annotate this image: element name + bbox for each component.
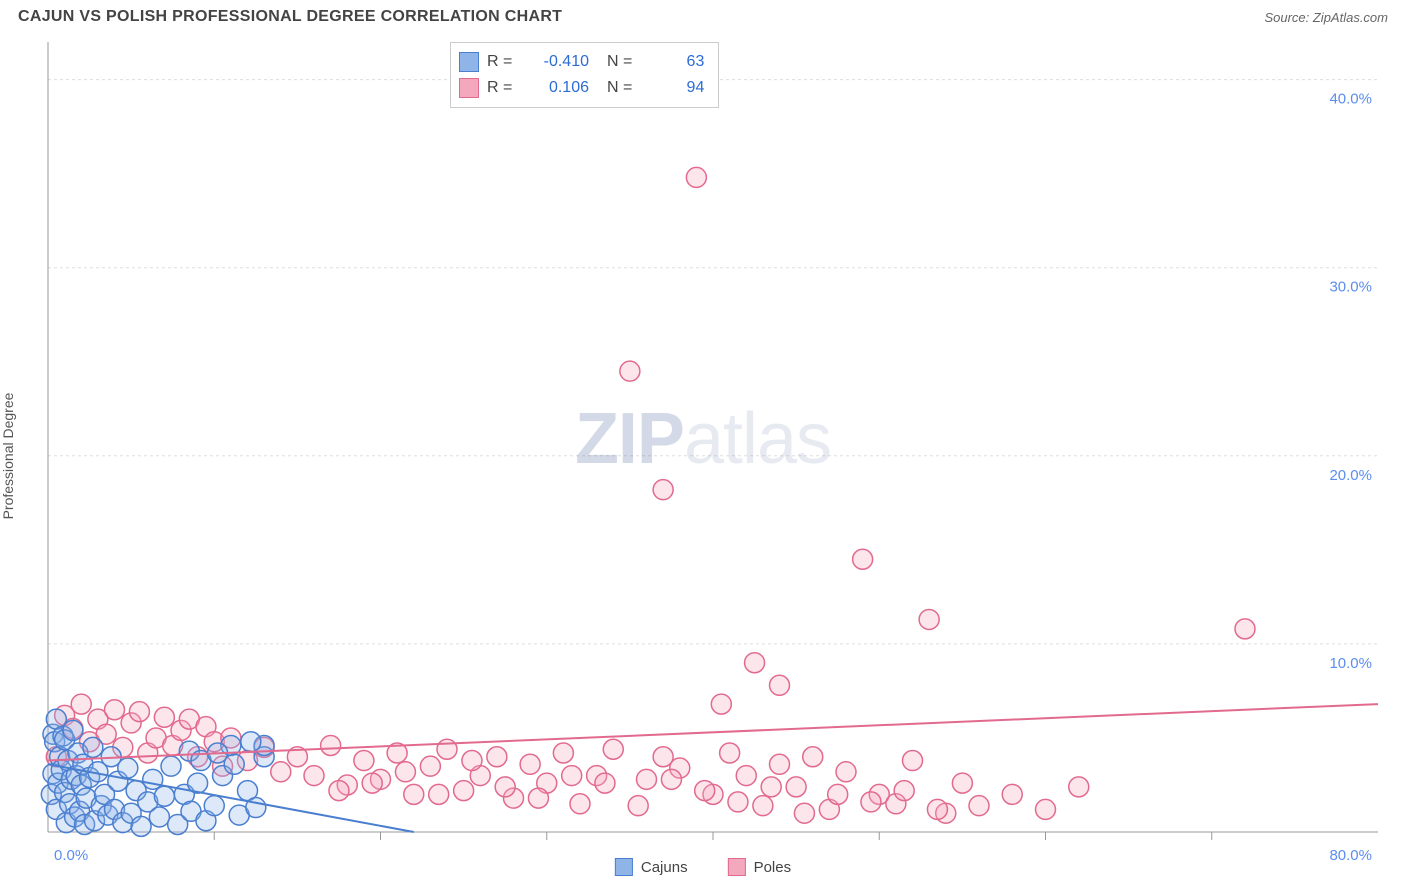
chart-container: Professional Degree ZIPatlas 10.0%20.0%3… [0, 36, 1406, 876]
y-axis-label: Professional Degree [0, 393, 16, 520]
page-title: CAJUN VS POLISH PROFESSIONAL DEGREE CORR… [18, 8, 562, 26]
legend-swatch [459, 52, 479, 72]
scatter-chart: 10.0% 20.0% 30.0% 40.0% 0.0% 80.0% [0, 36, 1406, 876]
legend-row-cajuns: R = -0.410 N = 63 [459, 49, 704, 75]
svg-text:80.0%: 80.0% [1329, 847, 1372, 864]
svg-text:10.0%: 10.0% [1329, 655, 1372, 672]
source-link[interactable]: ZipAtlas.com [1313, 10, 1388, 25]
legend-swatch [615, 858, 633, 876]
legend-row-poles: R = 0.106 N = 94 [459, 75, 704, 101]
legend-swatch [728, 858, 746, 876]
correlation-legend: R = -0.410 N = 63 R = 0.106 N = 94 [450, 42, 719, 108]
series-legend: Cajuns Poles [615, 858, 791, 876]
legend-item-cajuns: Cajuns [615, 858, 688, 876]
svg-text:20.0%: 20.0% [1329, 467, 1372, 484]
svg-text:40.0%: 40.0% [1329, 91, 1372, 108]
legend-item-poles: Poles [728, 858, 792, 876]
svg-text:0.0%: 0.0% [54, 847, 88, 864]
svg-text:30.0%: 30.0% [1329, 279, 1372, 296]
header: CAJUN VS POLISH PROFESSIONAL DEGREE CORR… [0, 0, 1406, 36]
legend-swatch [459, 78, 479, 98]
source-attribution: Source: ZipAtlas.com [1264, 10, 1388, 25]
